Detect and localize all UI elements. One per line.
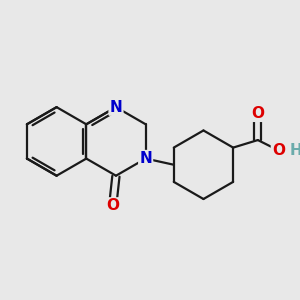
- Text: H: H: [290, 143, 300, 158]
- Text: N: N: [139, 151, 152, 166]
- Text: O: O: [272, 143, 285, 158]
- Text: O: O: [251, 106, 264, 121]
- Text: N: N: [110, 100, 122, 115]
- Text: O: O: [106, 198, 119, 213]
